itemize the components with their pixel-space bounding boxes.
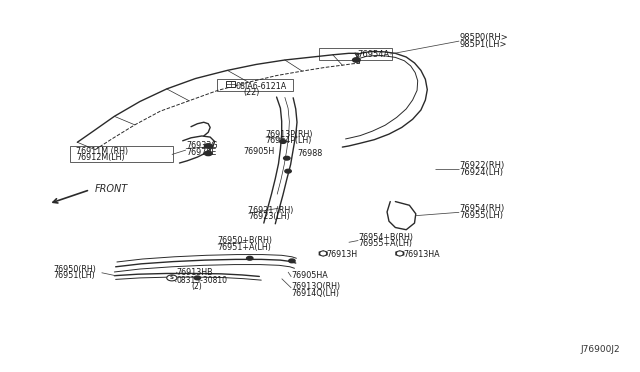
Text: 76921 (RH): 76921 (RH) bbox=[248, 206, 294, 215]
Text: 985P1(LH>: 985P1(LH> bbox=[460, 40, 507, 49]
Circle shape bbox=[167, 275, 177, 281]
Text: 76905HA: 76905HA bbox=[291, 271, 328, 280]
Text: 76954+B(RH): 76954+B(RH) bbox=[358, 232, 413, 242]
Text: 76911M (RH): 76911M (RH) bbox=[76, 147, 128, 155]
Text: (22): (22) bbox=[243, 88, 260, 97]
Text: 76924(LH): 76924(LH) bbox=[460, 168, 503, 177]
Text: 76970E: 76970E bbox=[186, 148, 216, 157]
Polygon shape bbox=[396, 251, 404, 256]
Circle shape bbox=[204, 144, 212, 148]
Circle shape bbox=[280, 140, 286, 143]
Text: 76913HB: 76913HB bbox=[176, 268, 213, 277]
Text: 76913P(RH): 76913P(RH) bbox=[266, 129, 313, 139]
Text: FRONT: FRONT bbox=[95, 184, 129, 194]
Circle shape bbox=[397, 252, 402, 255]
Text: 76922(RH): 76922(RH) bbox=[460, 161, 504, 170]
Bar bbox=[226, 81, 235, 87]
Text: 76950+B(RH): 76950+B(RH) bbox=[218, 236, 273, 246]
Circle shape bbox=[289, 259, 295, 263]
Polygon shape bbox=[319, 251, 327, 256]
Circle shape bbox=[353, 58, 360, 62]
Text: 08IA6-6121A: 08IA6-6121A bbox=[236, 82, 287, 91]
Text: 76988: 76988 bbox=[298, 149, 323, 158]
Text: 76914Q(LH): 76914Q(LH) bbox=[291, 289, 339, 298]
Text: J76900J2: J76900J2 bbox=[580, 344, 620, 353]
Text: 76923(LH): 76923(LH) bbox=[248, 212, 290, 221]
Circle shape bbox=[285, 169, 291, 173]
Text: 76913Q(RH): 76913Q(RH) bbox=[291, 282, 340, 291]
Circle shape bbox=[284, 156, 290, 160]
Text: 76913H: 76913H bbox=[326, 250, 358, 259]
Circle shape bbox=[194, 276, 200, 280]
Circle shape bbox=[321, 252, 325, 255]
Text: S: S bbox=[170, 275, 174, 280]
Text: 76912M(LH): 76912M(LH) bbox=[76, 153, 125, 162]
Text: 76955(LH): 76955(LH) bbox=[460, 211, 503, 220]
Circle shape bbox=[246, 256, 253, 260]
Text: 76951(LH): 76951(LH) bbox=[53, 271, 95, 280]
Text: 76933G: 76933G bbox=[186, 141, 218, 151]
Text: 76913HA: 76913HA bbox=[403, 250, 440, 259]
Text: 08313-30810: 08313-30810 bbox=[176, 276, 227, 285]
Text: 985P0(RH>: 985P0(RH> bbox=[460, 33, 508, 42]
Text: 76954(RH): 76954(RH) bbox=[460, 205, 504, 214]
Circle shape bbox=[204, 151, 212, 155]
Text: 76914P(LH): 76914P(LH) bbox=[266, 135, 312, 145]
Text: 76951+A(LH): 76951+A(LH) bbox=[218, 243, 272, 251]
Text: 76950(RH): 76950(RH) bbox=[53, 265, 96, 274]
Text: 76955+A(LH): 76955+A(LH) bbox=[358, 239, 412, 248]
Text: 76954A: 76954A bbox=[357, 49, 389, 58]
Text: (2): (2) bbox=[191, 282, 202, 291]
Text: 76905H: 76905H bbox=[243, 147, 275, 156]
